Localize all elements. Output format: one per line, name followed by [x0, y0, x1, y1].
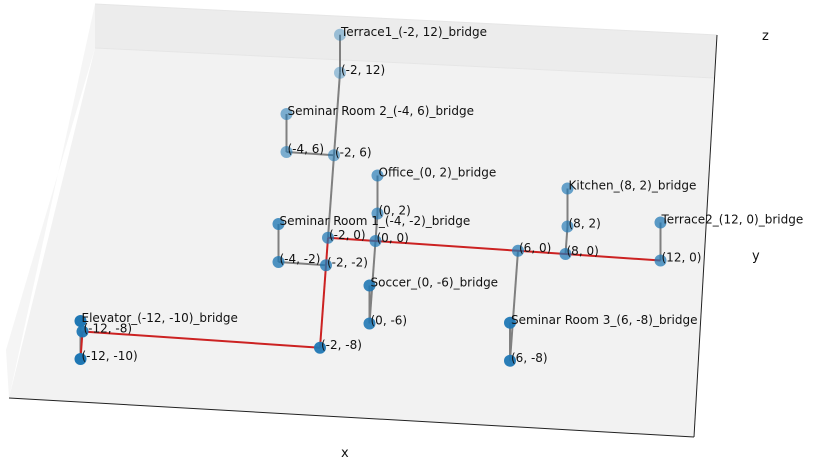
path-edge	[82, 330, 321, 349]
node-label: (12, 0)	[662, 251, 702, 265]
graph-edge	[333, 72, 341, 156]
right-edge	[693, 34, 718, 438]
y-axis-label: y	[752, 249, 760, 264]
node-marker	[363, 317, 376, 330]
node-label: (-2, 0)	[329, 228, 366, 242]
path-edge	[327, 236, 376, 242]
node-label: (8, 0)	[567, 244, 599, 258]
node-marker	[654, 216, 667, 229]
node-marker	[559, 248, 572, 260]
node-label: (-2, -2)	[327, 255, 368, 269]
node-label: (0, -6)	[371, 314, 408, 328]
side-pane	[6, 4, 95, 398]
node-marker	[314, 341, 326, 354]
front-edge	[8, 397, 695, 438]
path-edge	[517, 249, 566, 255]
node-label: Elevator_(-12, -10)_bridge	[82, 311, 238, 325]
node-marker	[561, 220, 574, 233]
node-label: Seminar Room 3_(6, -8)_bridge	[511, 313, 697, 327]
graph-edge	[286, 151, 335, 157]
node-label: (0, 2)	[379, 204, 411, 218]
edges-layer	[79, 34, 662, 361]
x-axis-label: x	[341, 446, 349, 461]
node-marker	[320, 259, 332, 272]
node-marker	[280, 108, 293, 120]
node-label: (6, -8)	[511, 351, 548, 365]
node-marker	[369, 235, 382, 247]
back-top-edge	[94, 3, 718, 36]
node-marker	[322, 231, 334, 244]
node-marker	[334, 66, 346, 79]
axes-panes	[6, 3, 718, 438]
node-label: (-2, 6)	[335, 145, 372, 159]
node-label: Seminar Room 1_(-4, -2)_bridge	[280, 214, 471, 228]
labels-layer: Terrace1_(-2, 12)_bridge (-2, 12) Seminar …	[82, 25, 804, 365]
node-label: (-4, 6)	[288, 142, 325, 156]
node-label: (-2, 12)	[341, 63, 385, 77]
node-marker	[74, 353, 87, 365]
node-marker	[76, 325, 89, 338]
node-label: (-4, -2)	[280, 252, 321, 266]
node-marker	[363, 279, 376, 292]
node-marker	[512, 244, 524, 257]
node-label: Soccer_(0, -6)_bridge	[371, 276, 499, 290]
graph-edge	[509, 250, 519, 361]
node-label: (6, 0)	[519, 241, 551, 255]
node-label: (-2, -8)	[321, 338, 362, 352]
node-label: (8, 2)	[569, 217, 601, 231]
node-label: Terrace2_(12, 0)_bridge	[661, 213, 804, 227]
graph-edge	[278, 261, 327, 267]
node-label: (0, 0)	[377, 231, 409, 245]
node-label: (-12, -8)	[84, 322, 133, 336]
path-edge	[319, 265, 327, 348]
node-marker	[504, 354, 516, 367]
node-marker	[74, 315, 87, 327]
path-edge	[565, 253, 661, 262]
node-marker	[561, 182, 574, 195]
node-label: Kitchen_(8, 2)_bridge	[569, 179, 697, 193]
node-marker	[371, 207, 384, 220]
z-axis-label: z	[762, 29, 769, 44]
node-marker	[371, 169, 384, 182]
node-marker	[654, 254, 667, 267]
path-edge	[375, 240, 519, 252]
node-label: Office_(0, 2)_bridge	[379, 166, 497, 180]
node-marker	[334, 28, 346, 41]
back-pane	[95, 4, 717, 78]
node-marker	[504, 316, 516, 329]
node-marker	[272, 218, 285, 230]
graph-edge	[327, 155, 335, 238]
node-marker	[328, 149, 340, 162]
nodes-layer	[74, 28, 667, 367]
floor-pane	[9, 48, 714, 437]
node-label: (-12, -10)	[82, 349, 138, 363]
floor-back-edge	[94, 47, 715, 79]
node-marker	[280, 146, 293, 158]
node-label: Seminar Room 2_(-4, 6)_bridge	[288, 104, 474, 118]
node-marker	[272, 256, 285, 268]
node-label: Terrace1_(-2, 12)_bridge	[340, 25, 487, 39]
